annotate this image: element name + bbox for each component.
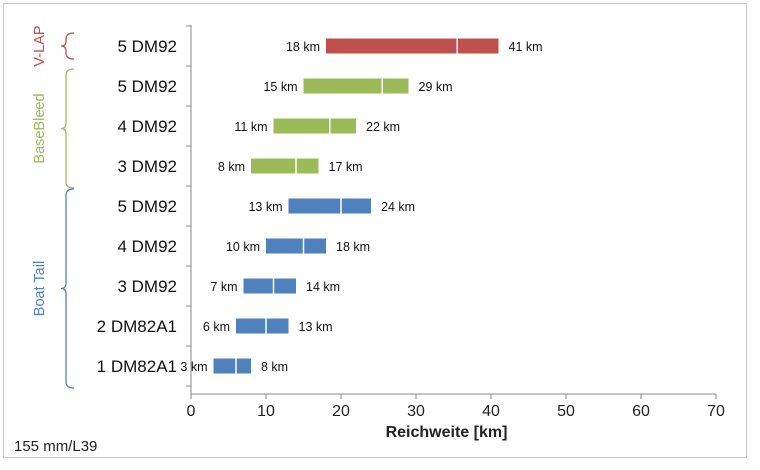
x-tick-label: 70 bbox=[707, 403, 725, 420]
min-value-label: 13 km bbox=[248, 200, 282, 214]
category-label: 5 DM92 bbox=[117, 77, 177, 96]
min-value-label: 11 km bbox=[234, 120, 267, 134]
max-value-label: 8 km bbox=[261, 360, 288, 374]
min-value-label: 3 km bbox=[180, 360, 207, 374]
max-value-label: 41 km bbox=[509, 40, 543, 54]
chart-frame: 0 10 20 30 40 50 60 70 Reichweite [km] 5 DM92 18 k… bbox=[3, 3, 747, 458]
x-tick-label: 50 bbox=[557, 403, 575, 420]
max-value-label: 13 km bbox=[299, 320, 333, 334]
category-label: 4 DM92 bbox=[117, 237, 177, 256]
x-tick-label: 30 bbox=[407, 403, 425, 420]
category-label: 3 DM92 bbox=[117, 157, 177, 176]
category-label: 4 DM92 bbox=[117, 117, 177, 136]
category-label: 5 DM92 bbox=[117, 197, 177, 216]
max-value-label: 29 km bbox=[419, 80, 453, 94]
x-tick-label: 20 bbox=[332, 403, 350, 420]
group-label: V-LAP bbox=[32, 25, 48, 66]
range-bar bbox=[213, 358, 251, 374]
x-tick-label: 60 bbox=[632, 403, 650, 420]
max-value-label: 22 km bbox=[366, 120, 400, 134]
group-label: BaseBleed bbox=[32, 93, 48, 163]
category-label: 1 DM82A1 bbox=[97, 357, 177, 376]
min-value-label: 7 km bbox=[210, 280, 237, 294]
min-value-label: 15 km bbox=[263, 80, 297, 94]
range-bar bbox=[251, 158, 319, 174]
category-label: 5 DM92 bbox=[117, 37, 177, 56]
range-bar bbox=[266, 238, 326, 254]
category-label: 2 DM82A1 bbox=[97, 317, 177, 336]
min-value-label: 6 km bbox=[203, 320, 230, 334]
min-value-label: 8 km bbox=[218, 160, 245, 174]
range-bar bbox=[243, 278, 296, 294]
max-value-label: 14 km bbox=[306, 280, 340, 294]
group-bracket bbox=[60, 68, 75, 189]
min-value-label: 10 km bbox=[226, 240, 260, 254]
category-label: 3 DM92 bbox=[117, 277, 177, 296]
max-value-label: 18 km bbox=[336, 240, 370, 254]
x-tick-label: 0 bbox=[187, 403, 196, 420]
range-bar bbox=[326, 38, 499, 54]
x-tick-label: 10 bbox=[257, 403, 275, 420]
range-bar bbox=[236, 318, 289, 334]
range-bar bbox=[273, 118, 356, 134]
group-bracket bbox=[60, 188, 75, 389]
range-bar bbox=[303, 78, 409, 94]
x-axis-title: Reichweite [km] bbox=[386, 424, 508, 441]
max-value-label: 17 km bbox=[329, 160, 363, 174]
max-value-label: 24 km bbox=[381, 200, 415, 214]
group-bracket bbox=[60, 32, 75, 60]
range-bar-chart: 0 10 20 30 40 50 60 70 Reichweite [km] 5 DM92 18 k… bbox=[32, 25, 725, 441]
range-bar bbox=[288, 198, 371, 214]
group-label: Boat Tail bbox=[32, 261, 48, 316]
x-tick-label: 40 bbox=[482, 403, 500, 420]
min-value-label: 18 km bbox=[286, 40, 320, 54]
caliber-note: 155 mm/L39 bbox=[14, 438, 98, 455]
